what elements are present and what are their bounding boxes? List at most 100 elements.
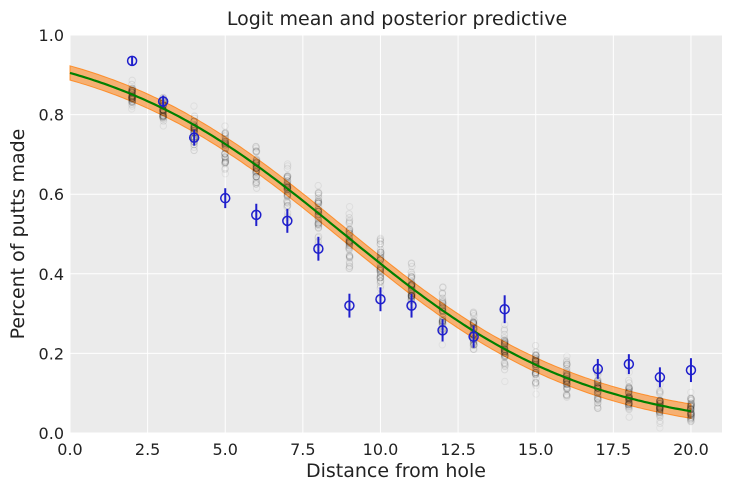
- x-tick-label: 5.0: [213, 440, 238, 459]
- posterior-point: [407, 268, 415, 276]
- posterior-point: [562, 362, 571, 370]
- posterior-point: [252, 148, 260, 156]
- posterior-point: [345, 214, 354, 222]
- posterior-point: [656, 390, 664, 398]
- y-tick-label: 0.4: [39, 265, 64, 284]
- mean-band: [69, 65, 692, 419]
- posterior-point: [283, 184, 291, 193]
- posterior-point: [252, 143, 260, 151]
- posterior-point: [376, 266, 385, 274]
- posterior-point: [625, 385, 633, 393]
- posterior-point: [346, 230, 354, 238]
- posterior-point: [252, 178, 260, 186]
- posterior-point: [500, 336, 509, 344]
- posterior-point: [656, 419, 664, 428]
- observed-point: [654, 372, 666, 383]
- posterior-point: [531, 371, 540, 379]
- x-tick-label: 10.0: [363, 440, 399, 459]
- posterior-point: [594, 404, 602, 412]
- posterior-point: [221, 132, 229, 140]
- posterior-point: [687, 414, 695, 422]
- posterior-point: [562, 392, 571, 400]
- posterior-point: [594, 399, 602, 407]
- posterior-point: [252, 172, 260, 181]
- posterior-point: [283, 189, 292, 198]
- posterior-point: [128, 100, 136, 109]
- posterior-point: [625, 384, 633, 392]
- posterior-point: [625, 402, 633, 410]
- posterior-point: [252, 142, 260, 151]
- posterior-point: [376, 266, 385, 274]
- posterior-point: [376, 234, 385, 243]
- posterior-point: [593, 391, 602, 399]
- y-tick-label: 0.8: [39, 106, 64, 125]
- posterior-point: [501, 361, 509, 369]
- posterior-point: [687, 417, 695, 425]
- posterior-point: [407, 272, 415, 281]
- posterior-point: [500, 330, 509, 339]
- posterior-point: [315, 199, 323, 207]
- posterior-point: [221, 145, 230, 153]
- posterior-point: [562, 380, 571, 389]
- posterior-point: [687, 388, 695, 396]
- posterior-point: [283, 185, 292, 193]
- posterior-point: [128, 97, 136, 105]
- posterior-point: [314, 199, 322, 207]
- posterior-point: [345, 229, 354, 237]
- posterior-point: [128, 95, 136, 104]
- posterior-point: [594, 393, 602, 401]
- posterior-point: [438, 301, 447, 310]
- posterior-point: [625, 400, 633, 408]
- posterior-point: [656, 411, 664, 420]
- posterior-point: [159, 111, 167, 119]
- observed-point: [592, 363, 604, 375]
- posterior-point: [252, 168, 260, 177]
- posterior-point: [531, 370, 540, 378]
- posterior-point: [314, 181, 322, 190]
- x-tick-label: 12.5: [440, 440, 476, 459]
- posterior-point: [687, 396, 695, 404]
- chart-title: Logit mean and posterior predictive: [227, 8, 567, 30]
- posterior-point: [252, 144, 260, 152]
- posterior-point: [314, 216, 323, 225]
- posterior-point: [562, 356, 571, 365]
- posterior-point: [159, 113, 167, 121]
- posterior-point: [283, 162, 292, 170]
- posterior-point: [439, 283, 447, 292]
- posterior-point: [252, 176, 260, 184]
- posterior-point: [315, 189, 323, 198]
- posterior-point: [221, 129, 229, 138]
- posterior-point: [501, 351, 509, 359]
- posterior-point: [221, 170, 230, 178]
- posterior-point: [252, 147, 261, 155]
- posterior-point: [252, 178, 261, 187]
- posterior-point: [221, 157, 230, 165]
- posterior-point: [625, 399, 633, 408]
- posterior-point: [345, 242, 353, 250]
- posterior-point: [345, 251, 354, 260]
- posterior-point: [283, 191, 292, 200]
- posterior-point: [594, 396, 602, 404]
- posterior-point: [377, 248, 385, 257]
- grid: [69, 34, 722, 434]
- posterior-point: [315, 210, 323, 218]
- posterior-point: [687, 412, 695, 420]
- posterior-point: [562, 390, 571, 399]
- posterior-point: [252, 184, 261, 192]
- posterior-point: [159, 115, 168, 123]
- posterior-point: [128, 98, 136, 106]
- posterior-point: [624, 388, 633, 397]
- posterior-point: [128, 95, 137, 104]
- posterior-point: [562, 379, 571, 388]
- posterior-point: [159, 112, 167, 120]
- posterior-point: [345, 258, 354, 266]
- posterior-point: [439, 283, 447, 291]
- posterior-point: [687, 405, 695, 414]
- posterior-point: [625, 383, 633, 391]
- posterior-point: [376, 240, 384, 248]
- posterior-point: [500, 349, 509, 358]
- posterior-point: [345, 244, 353, 253]
- posterior-point: [252, 168, 260, 176]
- posterior-point: [687, 402, 695, 410]
- posterior-point: [687, 417, 695, 426]
